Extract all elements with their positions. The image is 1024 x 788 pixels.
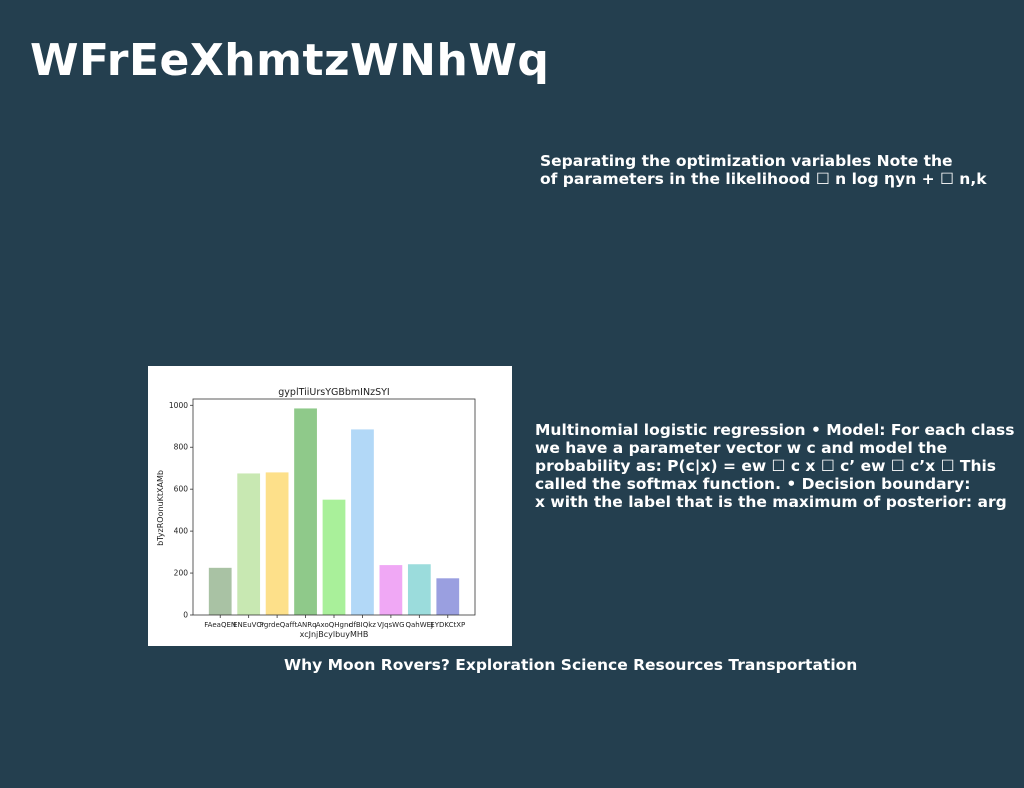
chart-bar-QahWEJ — [407, 564, 431, 615]
chart-x-tick-label: AxoQHgnc — [316, 621, 353, 629]
chart-y-tick-label: 800 — [174, 443, 189, 452]
chart-y-axis-label: bTyzROonuKtXAMb — [156, 470, 165, 546]
chart-y-tick-label: 1000 — [169, 401, 188, 410]
chart-bar-dfBIQkz — [351, 429, 374, 615]
top-text-line: of parameters in the likelihood ☐ n log … — [540, 170, 987, 188]
chart-x-tick-label: VJqsWG — [377, 621, 404, 629]
chart-y-ticks: 0 200 400 600 800 1000 — [169, 401, 193, 620]
chart-x-tick-label: EYDKCtXP — [430, 621, 465, 629]
chart-bar-ENEuVCr — [237, 473, 261, 615]
top-text-line: Separating the optimization variables No… — [540, 152, 953, 170]
chart-x-tick-label: dfBIQkz — [349, 621, 376, 629]
bar-chart-image: gyplTiiUrsYGBbmINzSYI bTyzROonuKtXAMb xc… — [148, 366, 512, 646]
chart-bar-FgrdeQaff — [265, 472, 289, 615]
mid-text-line: x with the label that is the maximum of … — [535, 493, 1007, 511]
mid-text-line: probability as: P(c|x) = ew ☐ c x ☐ c’ e… — [535, 457, 997, 475]
chart-bar-AxoQHgnc — [322, 499, 346, 615]
chart-x-axis-label: xcJnjBcylbuyMHB — [300, 630, 369, 639]
chart-plot-frame — [192, 398, 476, 616]
chart-bars — [208, 408, 460, 615]
chart-title: gyplTiiUrsYGBbmINzSYI — [278, 387, 389, 398]
chart-y-tick-label: 0 — [183, 611, 188, 620]
chart-x-tick-label: tANRq — [295, 621, 317, 629]
chart-y-tick-label: 400 — [174, 527, 189, 536]
chart-x-tick-label: FAeaQEN — [204, 621, 236, 629]
bar-chart: gyplTiiUrsYGBbmINzSYI bTyzROonuKtXAMb xc… — [156, 387, 476, 639]
mid-text-block: Multinomial logistic regression • Model:… — [535, 421, 1021, 511]
chart-y-tick-label: 600 — [174, 485, 189, 494]
chart-bar-VJqsWG — [379, 565, 403, 615]
mid-text-line: Multinomial logistic regression • Model:… — [535, 421, 1015, 439]
slide-title: WFrEeXhmtzWNhWq — [30, 35, 550, 86]
chart-y-tick-label: 200 — [174, 569, 189, 578]
chart-x-tick-label: ENEuVCr — [233, 621, 264, 629]
chart-bar-FAeaQEN — [208, 567, 232, 615]
slide-caption: Why Moon Rovers? Exploration Science Res… — [284, 656, 858, 674]
top-text-block: Separating the optimization variables No… — [540, 152, 1020, 188]
mid-text-line: we have a parameter vector w c and model… — [535, 439, 948, 457]
mid-text-line: called the softmax function. • Decision … — [535, 475, 971, 493]
chart-x-tick-label: QahWEJ — [406, 621, 434, 629]
chart-x-tick-label: FgrdeQaff — [260, 621, 295, 629]
chart-bar-EYDKCtXP — [436, 578, 460, 615]
chart-bar-tANRq — [294, 408, 317, 615]
